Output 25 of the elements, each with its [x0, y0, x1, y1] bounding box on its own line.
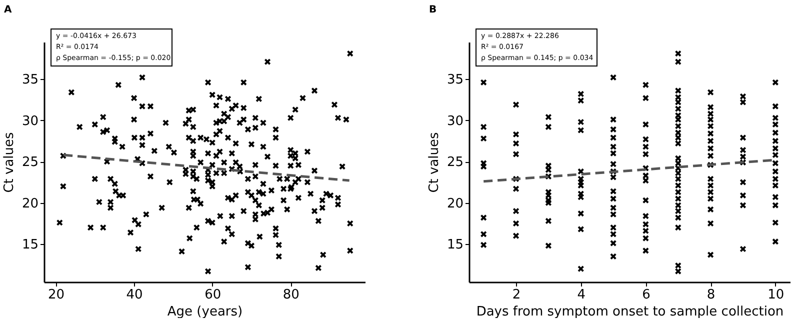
y-tick-label: 15	[22, 238, 38, 253]
x-tick-label: 80	[282, 288, 300, 302]
y-tick-label: 20	[22, 196, 38, 212]
y-tick-label: 35	[22, 72, 38, 88]
x-tick-label: 2	[512, 288, 521, 302]
y-tick-label: 20	[446, 196, 464, 212]
x-tick-label: 20	[48, 288, 65, 302]
x-tick-label: 6	[642, 288, 650, 302]
y-tick-label: 25	[446, 155, 464, 170]
chart-title: B	[429, 4, 437, 16]
y-tick-label: 15	[446, 238, 464, 253]
x-tick-label: 60	[204, 288, 222, 302]
x-axis-title: Age (years)	[167, 304, 243, 320]
y-axis-title: Ct values	[426, 132, 442, 193]
x-axis-title: Days from symptom onset to sample collection	[476, 304, 784, 320]
x-tick-label: 40	[126, 288, 143, 302]
y-tick-label: 30	[22, 114, 38, 129]
y-tick-label: 30	[446, 114, 464, 129]
y-tick-label: 25	[22, 155, 38, 170]
y-axis-title: Ct values	[2, 132, 17, 193]
x-tick-label: 10	[768, 288, 784, 302]
y-tick-label: 35	[446, 72, 464, 88]
x-tick-label: 8	[706, 288, 716, 302]
chart-title: A	[4, 4, 12, 16]
x-tick-label: 4	[577, 288, 586, 302]
